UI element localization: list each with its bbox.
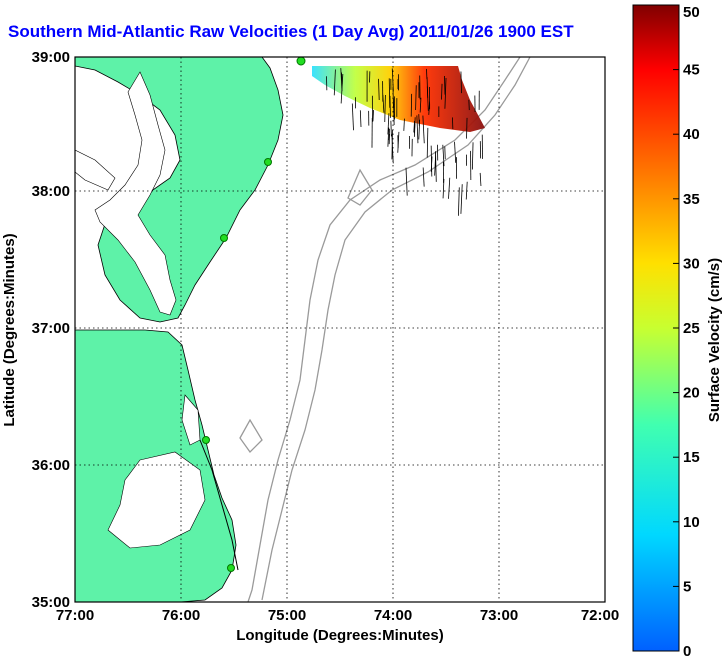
velocity-vector bbox=[422, 115, 425, 144]
colorbar-tick-label: 10 bbox=[683, 514, 700, 531]
velocity-vector bbox=[426, 86, 429, 111]
velocity-vector bbox=[442, 144, 445, 167]
velocity-vector bbox=[359, 110, 362, 128]
station-marker bbox=[227, 564, 235, 572]
velocity-vector bbox=[397, 131, 400, 153]
velocity-vector bbox=[388, 78, 391, 108]
station-marker bbox=[220, 234, 228, 242]
velocity-vector bbox=[479, 172, 482, 187]
x-tick: 73:00 bbox=[480, 607, 518, 624]
colorbar-tick-label: 40 bbox=[683, 126, 700, 143]
x-tick: 74:00 bbox=[374, 607, 412, 624]
velocity-vector bbox=[378, 78, 380, 101]
velocity-vector bbox=[442, 178, 445, 199]
x-axis-label: Longitude (Degrees:Minutes) bbox=[236, 627, 444, 644]
colorbar-tick-label: 20 bbox=[683, 385, 700, 402]
velocity-vector bbox=[448, 177, 451, 199]
velocity-vector bbox=[405, 167, 408, 196]
velocity-vector bbox=[403, 118, 405, 131]
barrier-island bbox=[199, 439, 239, 571]
velocity-vectors bbox=[326, 68, 483, 216]
velocity-vector bbox=[391, 129, 393, 160]
y-tick: 36:00 bbox=[32, 457, 70, 474]
x-tick: 72:00 bbox=[581, 607, 619, 624]
y-tick: 37:00 bbox=[32, 320, 70, 337]
velocity-vector bbox=[415, 85, 417, 111]
velocity-vector bbox=[340, 68, 343, 92]
grid bbox=[75, 57, 605, 602]
velocity-vector bbox=[466, 117, 468, 139]
velocity-vector bbox=[387, 113, 390, 135]
colorbar-tick-label: 35 bbox=[683, 191, 700, 208]
colorbar-tick-label: 25 bbox=[683, 320, 700, 337]
velocity-vector bbox=[384, 94, 386, 122]
velocity-vector bbox=[460, 71, 462, 94]
velocity-vector bbox=[428, 101, 430, 115]
colorbar-label: Surface Velocity (cm/s) bbox=[706, 258, 723, 422]
velocity-vector bbox=[372, 109, 374, 122]
velocity-vector bbox=[426, 127, 429, 158]
y-tick-labels: 39:00 38:00 37:00 36:00 35:00 bbox=[32, 49, 70, 611]
colorbar-tick-label: 5 bbox=[683, 578, 691, 595]
radar-stations bbox=[202, 56, 306, 572]
colorbar-tick-label: 45 bbox=[683, 62, 700, 79]
y-tick: 38:00 bbox=[32, 183, 70, 200]
x-tick: 77:00 bbox=[56, 607, 94, 624]
velocity-vector bbox=[441, 83, 443, 100]
velocity-vector bbox=[392, 98, 395, 126]
velocity-vector bbox=[422, 167, 425, 187]
bathymetry-contours bbox=[239, 57, 531, 602]
velocity-vector bbox=[341, 72, 343, 84]
x-tick-labels: 77:00 76:00 75:00 74:00 73:00 72:00 bbox=[56, 607, 619, 624]
plot-border bbox=[74, 56, 606, 603]
velocity-vector bbox=[460, 184, 463, 214]
velocity-vector bbox=[351, 103, 354, 131]
colorbar-tick-label: 15 bbox=[683, 449, 700, 466]
x-tick: 76:00 bbox=[162, 607, 200, 624]
station-marker bbox=[296, 56, 306, 66]
velocity-vector bbox=[444, 78, 447, 109]
station-marker bbox=[202, 436, 210, 444]
y-tick: 35:00 bbox=[32, 594, 70, 611]
velocity-vector bbox=[333, 69, 336, 96]
colorbar-tick-label: 50 bbox=[683, 4, 700, 21]
colorbar bbox=[632, 4, 680, 652]
velocity-vector bbox=[454, 141, 457, 163]
y-tick: 39:00 bbox=[32, 49, 70, 66]
velocity-vector bbox=[416, 115, 419, 144]
velocity-vector bbox=[418, 119, 421, 140]
velocity-vector bbox=[413, 120, 415, 133]
velocity-vector bbox=[430, 156, 433, 172]
velocity-vector bbox=[471, 142, 474, 170]
velocity-vector bbox=[382, 94, 385, 113]
colorbar-tick-label: 0 bbox=[683, 643, 691, 659]
map-title: Southern Mid-Atlantic Raw Velocities (1 … bbox=[8, 22, 574, 41]
y-axis-label: Latitude (Degrees:Minutes) bbox=[1, 233, 18, 426]
velocity-field bbox=[312, 66, 485, 132]
station-marker bbox=[264, 158, 272, 166]
x-tick: 75:00 bbox=[268, 607, 306, 624]
velocity-vector bbox=[458, 187, 460, 216]
velocity-vector bbox=[419, 97, 422, 113]
velocity-vector bbox=[435, 151, 437, 182]
colorbar-tick-label: 30 bbox=[683, 255, 700, 272]
velocity-vector bbox=[387, 127, 390, 147]
